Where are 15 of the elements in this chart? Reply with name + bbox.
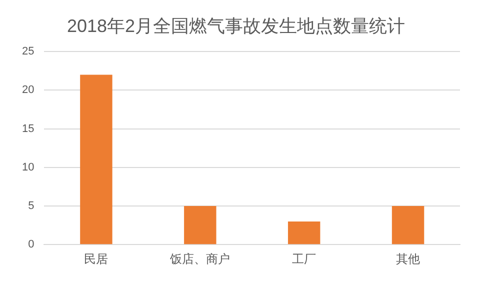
y-tick-label: 0	[28, 238, 34, 251]
y-tick-label: 20	[22, 84, 34, 96]
bar	[288, 221, 320, 244]
y-tick-label: 10	[22, 161, 34, 174]
x-tick-label: 工厂	[292, 252, 316, 266]
chart-title: 2018年2月全国燃气事故发生地点数量统计	[66, 16, 406, 36]
x-tick-label: 其他	[396, 252, 420, 266]
y-tick-label: 15	[22, 122, 34, 135]
x-tick-label: 民居	[84, 252, 108, 266]
bar	[392, 206, 424, 244]
bar	[184, 206, 216, 244]
y-tick-label: 25	[22, 46, 34, 58]
y-tick-label: 5	[28, 200, 34, 212]
x-tick-label: 饭店、商户	[169, 252, 230, 266]
bar	[80, 74, 112, 244]
